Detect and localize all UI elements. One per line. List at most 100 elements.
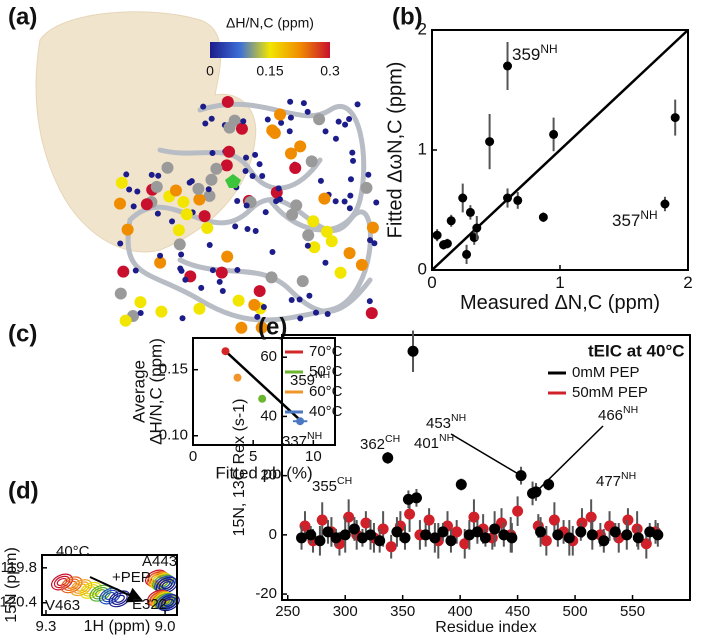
annotation-text: 477 xyxy=(596,473,621,490)
point xyxy=(399,532,411,544)
point xyxy=(420,529,432,541)
annotation-text: 401 xyxy=(414,435,439,452)
residue-dot xyxy=(286,208,299,221)
residue-dot xyxy=(134,296,147,309)
point xyxy=(670,113,680,123)
residue-dot xyxy=(134,188,141,195)
residue-dot xyxy=(223,121,236,134)
point xyxy=(404,508,416,520)
residue-dot xyxy=(347,176,354,183)
residue-dot xyxy=(172,224,185,237)
annotation-text: 355 xyxy=(312,478,337,495)
panel-label: (a) xyxy=(8,3,37,30)
residue-dot xyxy=(182,276,189,283)
residue-dot xyxy=(322,259,329,266)
point xyxy=(407,345,419,357)
point xyxy=(330,532,342,544)
colorbar-tick-label: 0 xyxy=(206,63,214,79)
residue-dot xyxy=(192,182,205,195)
residue-dot xyxy=(232,223,239,230)
y-tick-label: 60 xyxy=(260,348,277,365)
residue-dot xyxy=(284,147,297,160)
annotation: 359NH xyxy=(290,369,330,389)
point xyxy=(576,517,588,529)
point xyxy=(640,538,652,550)
point xyxy=(296,417,305,426)
leader-line xyxy=(450,433,522,477)
residue-dot xyxy=(119,314,132,327)
residue-dot xyxy=(193,302,206,315)
residue-dot xyxy=(355,258,368,271)
residue-dot xyxy=(252,151,259,158)
point xyxy=(233,373,242,382)
annotation-text: 453 xyxy=(426,415,451,432)
y-tick-label: 120.4 xyxy=(0,594,37,611)
contour xyxy=(114,594,125,603)
fit-line xyxy=(224,350,303,423)
residue-dot xyxy=(205,186,212,193)
residue-dot xyxy=(278,119,285,126)
annotation-text: 362 xyxy=(360,436,385,453)
point xyxy=(563,532,575,544)
residue-dot xyxy=(276,196,283,203)
residue-dot xyxy=(132,267,139,274)
panel-label: (d) xyxy=(8,477,39,504)
point xyxy=(632,532,644,544)
residue-dot xyxy=(209,149,216,156)
residue-dot xyxy=(346,205,353,212)
residue-dot xyxy=(205,173,218,186)
colorbar-tick-label: 0.15 xyxy=(256,63,283,79)
point xyxy=(374,535,386,547)
residue-dot xyxy=(335,118,342,125)
annotation-sup: NH xyxy=(307,430,322,442)
residue-dot xyxy=(117,265,130,278)
legend-label: 0mM PEP xyxy=(572,364,640,381)
x-tick-label: 300 xyxy=(333,603,358,620)
y-tick-label: -20 xyxy=(255,585,277,602)
residue-dot xyxy=(219,287,226,294)
residue-dot xyxy=(248,298,261,311)
annotation-text: 359 xyxy=(512,45,540,64)
point xyxy=(512,505,524,517)
residue-dot xyxy=(209,267,216,274)
residue-dot xyxy=(240,118,247,125)
axes-frame xyxy=(41,554,178,616)
residue-dot xyxy=(318,192,331,205)
point xyxy=(360,517,372,529)
y-axis-label: 15N, 13C Rex (s-1) xyxy=(231,399,248,537)
residue-dot xyxy=(342,121,349,128)
annotation-text: 466 xyxy=(598,407,623,424)
x-tick-label: 450 xyxy=(505,603,530,620)
residue-dot xyxy=(210,162,223,175)
x-tick-label: 2 xyxy=(683,273,692,292)
y-tick-label: 0.10 xyxy=(159,427,188,444)
residue-dot xyxy=(203,189,216,202)
residue-dot xyxy=(216,278,223,285)
residue-dot xyxy=(260,304,267,311)
point xyxy=(429,532,441,544)
x-axis-label: Measured ΔN,C (ppm) xyxy=(460,292,660,314)
residue-dot xyxy=(253,285,266,298)
residue-dot xyxy=(252,227,259,234)
residue-dot xyxy=(157,252,164,259)
residue-dot xyxy=(206,242,213,249)
y-tick-label: 2 xyxy=(418,19,427,38)
x-tick-label: 0 xyxy=(427,273,436,292)
point xyxy=(631,523,643,535)
panel-label: (b) xyxy=(392,3,423,30)
residue-dot xyxy=(235,122,248,135)
y-tick-label: 1 xyxy=(418,139,427,158)
y-tick-label: 0.15 xyxy=(159,361,188,378)
residue-dot xyxy=(254,313,261,320)
point xyxy=(489,523,501,535)
point xyxy=(391,526,403,538)
residue-dot xyxy=(305,155,318,168)
annotation: V463 xyxy=(45,597,80,614)
residue-dot xyxy=(322,128,329,135)
residue-dot xyxy=(130,203,137,210)
annotation: 357NH xyxy=(612,208,658,230)
residue-dot xyxy=(371,240,378,247)
contour xyxy=(158,578,175,592)
x-tick-label: 10 xyxy=(305,448,322,465)
annotation-text: 337 xyxy=(282,433,307,450)
